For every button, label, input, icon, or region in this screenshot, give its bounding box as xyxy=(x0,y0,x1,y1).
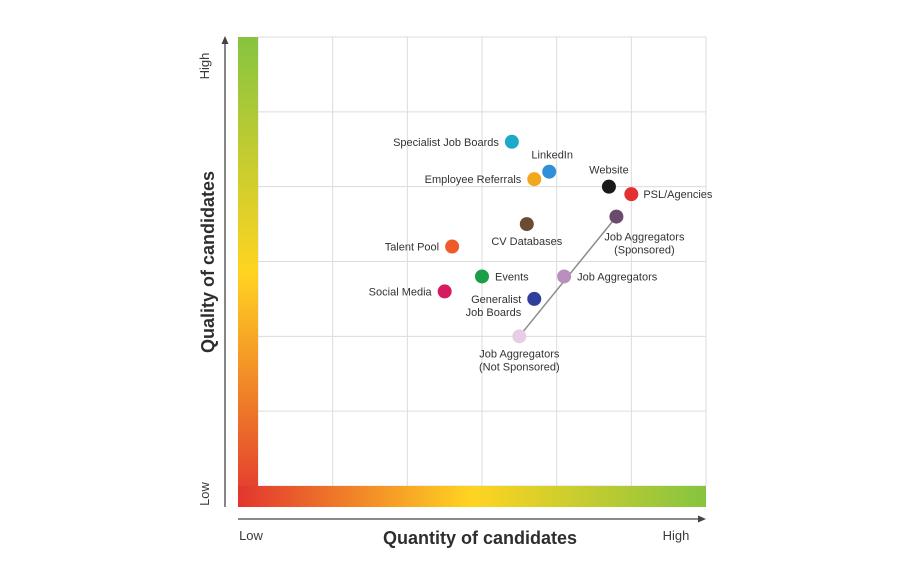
point-label-linkedin: LinkedIn xyxy=(531,150,573,162)
point-label-specialist-job-boards: Specialist Job Boards xyxy=(393,137,499,149)
point-label-job-aggregators: Job Aggregators xyxy=(577,271,658,283)
point-linkedin xyxy=(542,164,557,179)
point-employee-referrals xyxy=(527,172,542,187)
point-job-aggregators xyxy=(557,269,572,284)
point-label-job-aggregators-sponsored: Job Aggregators (Sponsored) xyxy=(604,232,685,257)
point-label-job-aggregators-not-sponsored: Job Aggregators (Not Sponsored) xyxy=(479,348,560,373)
point-label-events: Events xyxy=(495,271,529,283)
y-axis-arrowhead xyxy=(221,36,229,44)
point-label-website: Website xyxy=(589,165,629,177)
point-generalist-job-boards xyxy=(527,291,542,306)
x-axis-arrowhead xyxy=(698,515,706,523)
y-axis-title: Quality of candidates xyxy=(198,171,218,353)
point-label-employee-referrals: Employee Referrals xyxy=(425,174,522,186)
x-axis-gradient-bar xyxy=(238,486,706,507)
x-axis-high-label: High xyxy=(663,528,690,543)
labels-layer: Specialist Job Boards LinkedIn Employee Re… xyxy=(369,137,713,374)
point-label-talent-pool: Talent Pool xyxy=(385,242,439,254)
point-talent-pool xyxy=(445,239,460,254)
y-axis-gradient-bar xyxy=(238,37,258,507)
point-label-social-media: Social Media xyxy=(369,286,433,298)
point-social-media xyxy=(437,284,452,299)
points-layer xyxy=(437,134,639,344)
point-label-psl-agencies: PSL/Agencies xyxy=(643,189,713,201)
point-specialist-job-boards xyxy=(504,134,519,149)
grid xyxy=(258,37,706,486)
x-axis-low-label: Low xyxy=(239,528,263,543)
point-cv-databases xyxy=(519,217,534,232)
point-events xyxy=(475,269,489,284)
point-label-generalist-job-boards: Generalist Job Boards xyxy=(466,294,522,319)
point-website xyxy=(601,179,616,194)
y-axis-high-label: High xyxy=(197,53,212,80)
y-axis-low-label: Low xyxy=(197,481,212,505)
point-label-cv-databases: CV Databases xyxy=(491,236,562,248)
point-job-aggregators-sponsored xyxy=(609,209,624,224)
x-axis-title: Quantity of candidates xyxy=(383,528,577,548)
point-job-aggregators-not-sponsored xyxy=(512,329,527,344)
point-psl-agencies xyxy=(624,187,639,202)
